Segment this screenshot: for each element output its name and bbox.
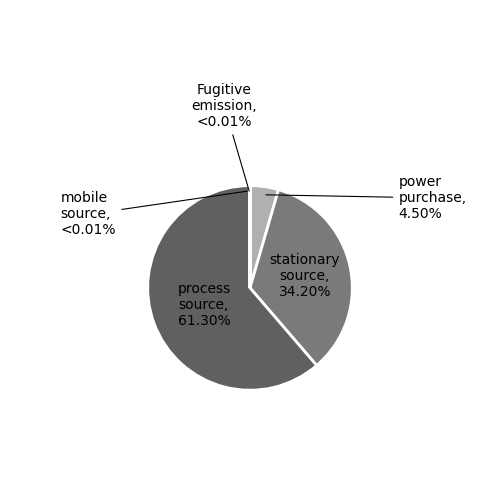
Text: mobile
source,
<0.01%: mobile source, <0.01% xyxy=(61,191,247,238)
Text: Fugitive
emission,
<0.01%: Fugitive emission, <0.01% xyxy=(192,83,257,191)
Text: process
source,
61.30%: process source, 61.30% xyxy=(178,282,231,328)
Wedge shape xyxy=(148,186,316,390)
Wedge shape xyxy=(250,186,278,288)
Text: power
purchase,
4.50%: power purchase, 4.50% xyxy=(266,175,466,221)
Text: stationary
source,
34.20%: stationary source, 34.20% xyxy=(270,253,340,299)
Wedge shape xyxy=(250,190,352,365)
